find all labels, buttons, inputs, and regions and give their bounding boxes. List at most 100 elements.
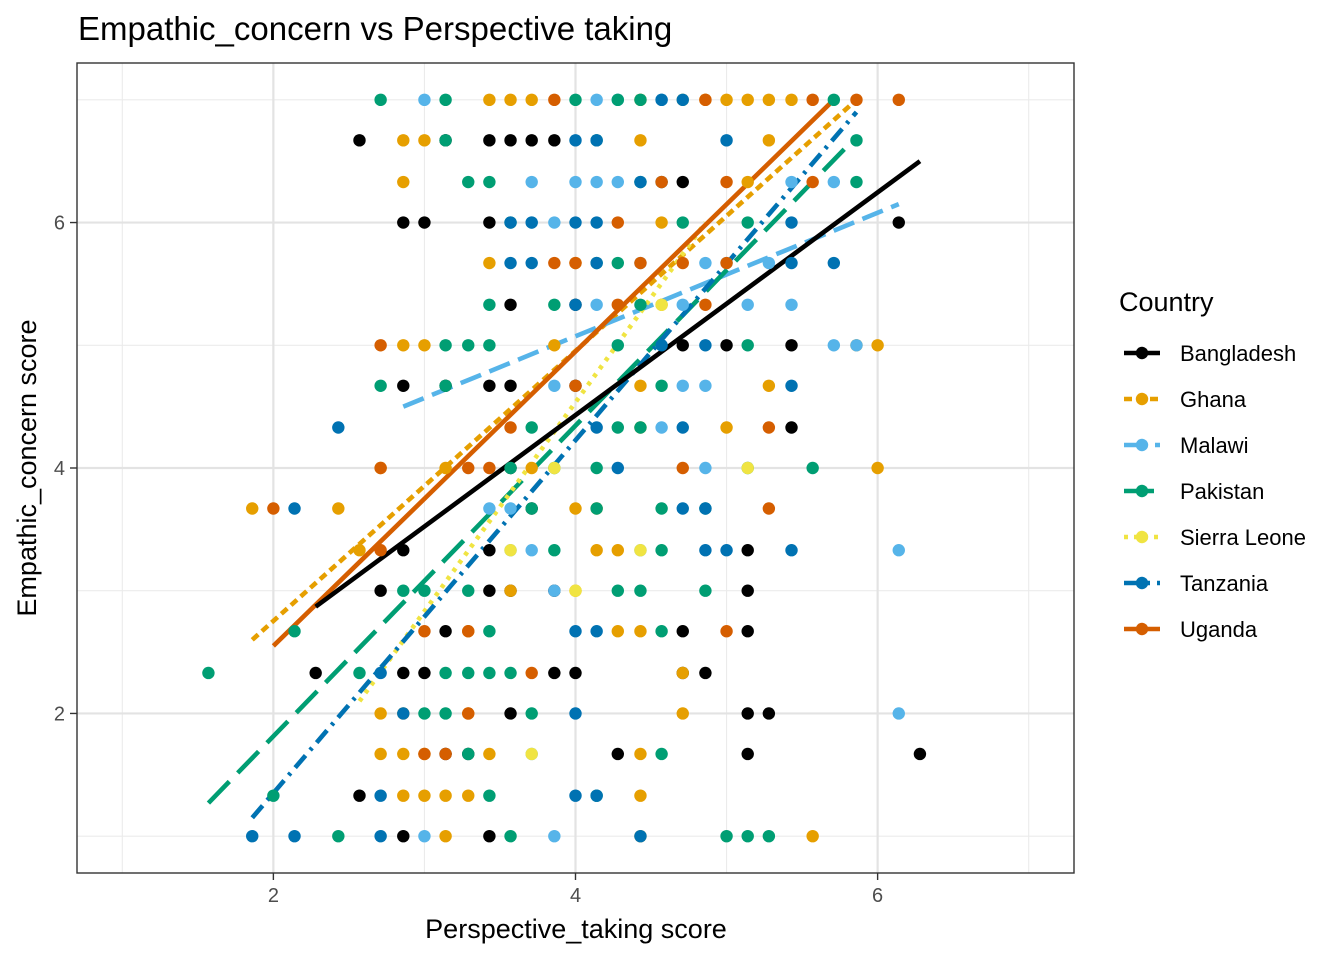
point-pakistan: [202, 666, 215, 680]
point-sierra-leone: [504, 544, 517, 557]
y-tick-label: 2: [54, 703, 65, 725]
point-pakistan: [439, 134, 452, 147]
legend-key-point: [1135, 484, 1149, 498]
point-pakistan: [483, 175, 496, 189]
point-malawi: [590, 175, 603, 189]
point-tanzania: [785, 379, 798, 392]
point-bangladesh: [741, 747, 754, 761]
point-ghana: [762, 379, 776, 392]
point-tanzania: [569, 216, 582, 229]
point-bangladesh: [353, 134, 366, 147]
point-malawi: [699, 461, 712, 475]
fit-line-bangladesh: [314, 159, 922, 609]
point-malawi: [699, 256, 712, 270]
point-bangladesh: [397, 666, 410, 680]
point-ghana: [871, 339, 884, 352]
point-bangladesh: [741, 544, 754, 557]
point-malawi: [611, 175, 624, 189]
point-pakistan: [590, 502, 603, 515]
point-malawi: [590, 93, 603, 107]
point-ghana: [483, 93, 496, 107]
point-pakistan: [525, 502, 538, 515]
point-pakistan: [483, 298, 496, 311]
point-bangladesh: [397, 544, 410, 557]
legend-label: Bangladesh: [1180, 341, 1296, 366]
point-uganda: [462, 625, 475, 638]
point-malawi: [590, 298, 603, 311]
point-bangladesh: [720, 339, 733, 352]
point-bangladesh: [374, 584, 387, 597]
point-tanzania: [374, 829, 387, 843]
point-uganda: [462, 707, 475, 720]
point-tanzania: [569, 789, 582, 802]
x-axis-ticks: 2 4 6: [268, 873, 883, 907]
point-pakistan: [483, 666, 496, 680]
point-pakistan: [462, 584, 475, 597]
point-uganda: [418, 747, 431, 761]
point-malawi: [827, 175, 841, 189]
point-pakistan: [504, 461, 517, 475]
point-tanzania: [569, 298, 582, 311]
point-ghana: [762, 134, 776, 147]
point-tanzania: [676, 502, 689, 515]
point-pakistan: [439, 666, 452, 680]
point-ghana: [374, 707, 387, 720]
legend-label: Ghana: [1180, 387, 1247, 412]
point-bangladesh: [892, 216, 905, 229]
point-bangladesh: [913, 747, 927, 761]
point-malawi: [418, 829, 431, 843]
point-uganda: [676, 461, 689, 475]
point-pakistan: [462, 339, 475, 352]
point-bangladesh: [353, 789, 366, 802]
point-uganda: [569, 379, 582, 392]
point-pakistan: [397, 584, 410, 597]
point-pakistan: [741, 216, 754, 229]
point-ghana: [762, 93, 776, 107]
point-ghana: [548, 339, 561, 352]
point-ghana: [806, 829, 819, 843]
point-bangladesh: [504, 379, 517, 392]
point-tanzania: [634, 175, 647, 189]
point-pakistan: [418, 707, 431, 720]
point-bangladesh: [741, 584, 754, 597]
point-malawi: [569, 175, 582, 189]
point-tanzania: [504, 216, 517, 229]
point-malawi: [699, 379, 712, 392]
point-uganda: [374, 339, 387, 352]
point-tanzania: [590, 216, 603, 229]
point-bangladesh: [699, 666, 712, 680]
point-uganda: [676, 256, 689, 270]
point-tanzania: [374, 666, 387, 680]
point-ghana: [741, 175, 754, 189]
y-tick-label: 6: [54, 213, 65, 235]
point-ghana: [611, 544, 624, 557]
legend-label: Pakistan: [1180, 479, 1264, 504]
legend-key-point: [1135, 576, 1149, 590]
point-tanzania: [676, 93, 689, 107]
point-tanzania: [397, 707, 410, 720]
point-uganda: [504, 421, 517, 434]
point-ghana: [439, 829, 452, 843]
legend-key-point: [1135, 346, 1149, 360]
point-uganda: [850, 93, 863, 107]
point-tanzania: [699, 544, 712, 557]
point-ghana: [504, 93, 517, 107]
point-bangladesh: [676, 175, 689, 189]
point-malawi: [850, 339, 863, 352]
point-pakistan: [439, 339, 452, 352]
point-tanzania: [504, 256, 517, 270]
x-axis-label: Perspective_taking score: [425, 914, 727, 944]
point-ghana: [418, 789, 431, 802]
point-ghana: [785, 93, 798, 107]
point-uganda: [655, 175, 668, 189]
point-ghana: [741, 93, 754, 107]
point-ghana: [504, 584, 517, 597]
point-tanzania: [590, 625, 603, 638]
point-uganda: [762, 421, 776, 434]
point-uganda: [720, 256, 733, 270]
point-pakistan: [483, 339, 496, 352]
point-ghana: [634, 747, 647, 761]
point-bangladesh: [483, 379, 496, 392]
point-ghana: [676, 666, 689, 680]
